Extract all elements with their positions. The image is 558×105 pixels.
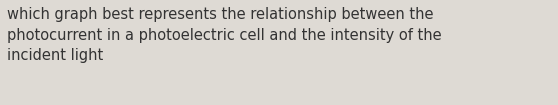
Text: which graph best represents the relationship between the
photocurrent in a photo: which graph best represents the relation… <box>7 7 441 63</box>
